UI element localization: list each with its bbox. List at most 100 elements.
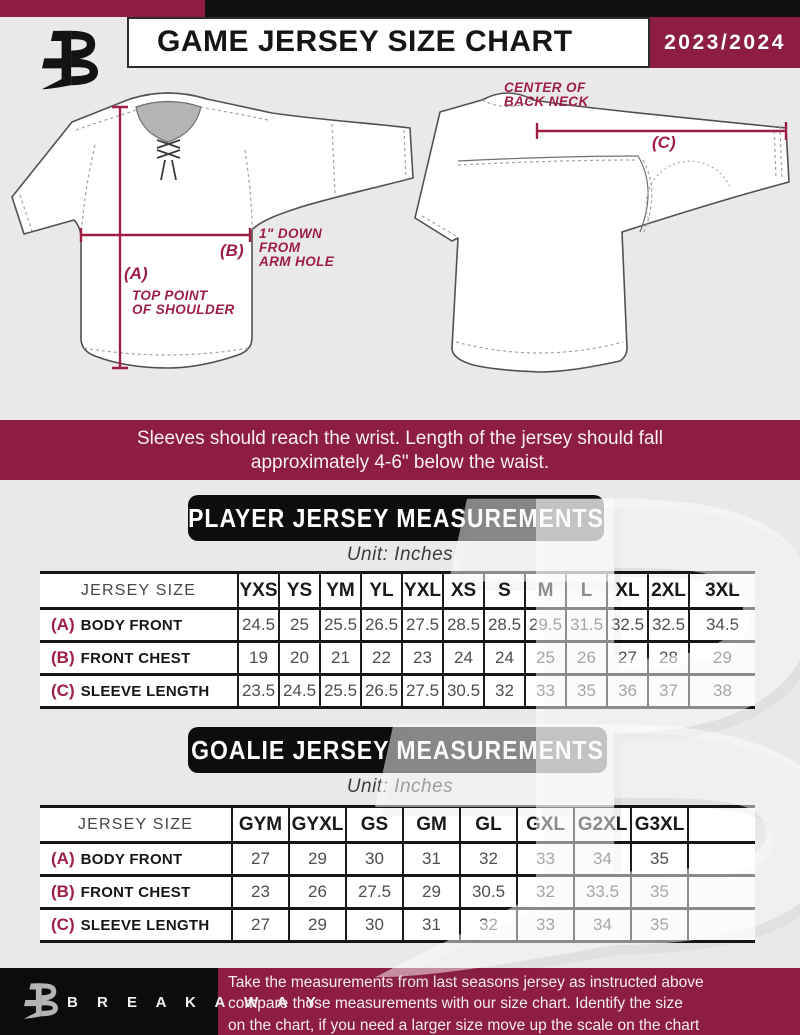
armhole-note: 1" DOWN FROM ARM HOLE: [259, 226, 335, 269]
measurement-cell: 31.5: [565, 607, 607, 642]
size-column-header: G3XL: [630, 805, 688, 843]
measurement-cell: 35: [630, 874, 688, 909]
shoulder-note: TOP POINT OF SHOULDER: [132, 288, 235, 317]
size-column-header: YS: [278, 571, 320, 609]
back-jersey-outline: [414, 92, 790, 373]
goalie-section-banner: GOALIE JERSEY MEASUREMENTS: [188, 727, 607, 773]
row-label-cell: (B) FRONT CHEST: [40, 640, 238, 675]
center-back-neck-note: CENTER OF BACK NECK: [504, 80, 589, 109]
footer-instructions: Take the measurements from last seasons …: [228, 974, 704, 1034]
table-row: (A) BODY FRONT 27 29 30 31 32 33 34 35: [40, 841, 755, 876]
goalie-table: JERSEY SIZE GYM GYXL GS GM GL GXL G2XL G3XL (A) BO…: [40, 805, 755, 943]
front-jersey-seams: [19, 106, 407, 356]
measurement-cell: [687, 907, 755, 942]
measurement-cell: 30.5: [442, 673, 484, 708]
measurement-cell: 21: [319, 640, 361, 675]
measurement-cell: 27.5: [345, 874, 403, 909]
size-column-header: XS: [442, 571, 484, 609]
measurement-cell: 30: [345, 841, 403, 876]
back-jersey-seams: [421, 124, 783, 354]
table-row: (B) FRONT CHEST 19 20 21 22 23 24 24 25 26 27 28 29: [40, 640, 755, 675]
label-c: (C): [652, 133, 676, 152]
measurement-cell: 35: [630, 907, 688, 942]
measure-line-c: [535, 122, 788, 140]
row-label-cell: (C) SLEEVE LENGTH: [40, 673, 238, 708]
row-label-cell: (A) BODY FRONT: [40, 841, 232, 876]
size-column-header: S: [483, 571, 525, 609]
measurement-cell: 36: [606, 673, 648, 708]
measurement-cell: 24: [442, 640, 484, 675]
measure-label: BODY FRONT: [80, 851, 183, 868]
footer-brand-name: B R E A K A W A Y: [67, 994, 324, 1011]
size-column-header: XL: [606, 571, 648, 609]
measurement-cell: 34: [573, 841, 631, 876]
row-label-cell: (A) BODY FRONT: [40, 607, 238, 642]
measurement-cell: 28.5: [442, 607, 484, 642]
table-row: (B) FRONT CHEST 23 26 27.5 29 30.5 32 33.5 35: [40, 874, 755, 909]
label-a: (A): [124, 264, 148, 283]
measurement-cell: 32: [483, 673, 525, 708]
measurement-cell: 25: [278, 607, 320, 642]
top-strip-black: [205, 0, 800, 17]
size-column-header: YL: [360, 571, 402, 609]
measure-line-b: [79, 228, 252, 242]
table-row: (C) SLEEVE LENGTH 23.5 24.5 25.5 26.5 27.5 30.5…: [40, 673, 755, 708]
measurement-cell: 23: [401, 640, 443, 675]
measurement-cell: 30.5: [459, 874, 517, 909]
measurement-cell: 20: [278, 640, 320, 675]
size-column-header: YM: [319, 571, 361, 609]
measurement-cell: 19: [237, 640, 279, 675]
measure-label: FRONT CHEST: [80, 650, 191, 667]
measurement-cell: 34.5: [688, 607, 755, 642]
season-badge: 2023/2024: [650, 17, 800, 68]
goalie-measurements-table: JERSEY SIZE GYM GYXL GS GM GL GXL G2XL G3XL (A) BO…: [40, 805, 755, 943]
footer-breakaway-logo: [24, 983, 58, 1019]
measurement-cell: 35: [630, 841, 688, 876]
size-column-header: GL: [459, 805, 517, 843]
player-unit-label: Unit: Inches: [346, 544, 454, 565]
measurement-cell: 26.5: [360, 607, 402, 642]
size-column-header: GS: [345, 805, 403, 843]
measurement-cell: 32: [516, 874, 574, 909]
size-column-header: GYXL: [288, 805, 346, 843]
goalie-section-title: GOALIE JERSEY MEASUREMENTS: [191, 734, 604, 764]
table-row: (A) BODY FRONT 24.5 25 25.5 26.5 27.5 28.5 28.5 2…: [40, 607, 755, 642]
measurement-cell: [687, 874, 755, 909]
measure-label: SLEEVE LENGTH: [80, 917, 210, 934]
measure-key: (B): [51, 648, 75, 667]
fit-notice-banner: Sleeves should reach the wrist. Length o…: [0, 420, 800, 480]
measure-label: BODY FRONT: [80, 617, 183, 634]
measurement-cell: 27: [231, 841, 289, 876]
measure-key: (C): [51, 915, 75, 934]
measurement-cell: 25: [524, 640, 566, 675]
goalie-unit-label: Unit: Inches: [346, 776, 454, 797]
measurement-cell: 33: [516, 907, 574, 942]
measurement-cell: 27.5: [401, 673, 443, 708]
front-jersey-outline: [11, 92, 414, 369]
measurement-cell: 32.5: [606, 607, 648, 642]
front-collar-inner: [135, 100, 202, 143]
measurement-cell: 23: [231, 874, 289, 909]
measure-key: (A): [51, 615, 75, 634]
top-strip-maroon: [0, 0, 205, 17]
back-collar-seam: [481, 99, 534, 108]
breakaway-logo: [42, 30, 98, 90]
measurement-cell: 33: [516, 841, 574, 876]
measurement-cell: 29: [288, 841, 346, 876]
row-label-cell: (B) FRONT CHEST: [40, 874, 232, 909]
measurement-cell: 32: [459, 841, 517, 876]
measure-label: FRONT CHEST: [80, 884, 191, 901]
measurement-cell: 38: [688, 673, 755, 708]
measurement-cell: [687, 841, 755, 876]
measurement-cell: 24.5: [278, 673, 320, 708]
measure-label: SLEEVE LENGTH: [80, 683, 210, 700]
size-column-header: G2XL: [573, 805, 631, 843]
measurement-cell: 26: [565, 640, 607, 675]
size-column-header: GYM: [231, 805, 289, 843]
size-column-header: M: [524, 571, 566, 609]
measurement-cell: 25.5: [319, 607, 361, 642]
measure-key: (B): [51, 882, 75, 901]
measurement-cell: 24: [483, 640, 525, 675]
measurement-cell: 22: [360, 640, 402, 675]
